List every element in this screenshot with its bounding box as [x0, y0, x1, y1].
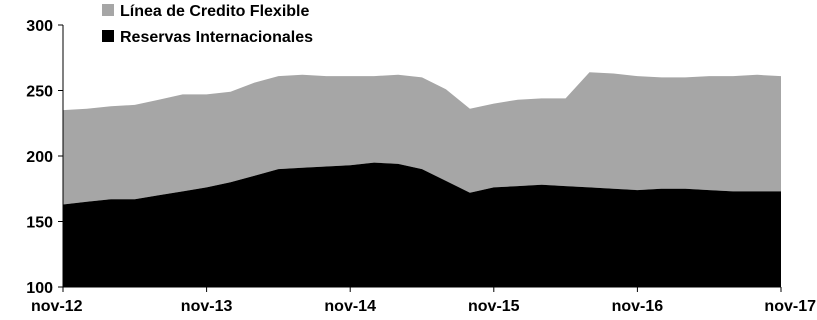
- area-linea-de-credito-flexible: [63, 72, 781, 205]
- x-tick-label: nov-15: [468, 298, 520, 315]
- legend-swatch-linea-de-credito-flexible: [102, 4, 114, 16]
- y-tick-label: 200: [26, 149, 53, 166]
- x-tick-label: nov-16: [612, 298, 664, 315]
- x-tick-label: nov-13: [181, 298, 233, 315]
- area-reservas-internacionales: [63, 162, 781, 287]
- legend-label-linea-de-credito-flexible: Línea de Credito Flexible: [120, 3, 309, 20]
- y-tick-label: 250: [26, 84, 53, 101]
- legend-swatch-reservas-internacionales: [102, 30, 114, 42]
- x-tick-label: nov-17: [764, 298, 816, 315]
- legend-label-reservas-internacionales: Reservas Internacionales: [120, 29, 313, 46]
- axes-group: 100 150 200 250 300 nov-12 nov-13 nov-14 nov-15 n…: [26, 18, 816, 315]
- y-tick-label: 150: [26, 215, 53, 232]
- y-tick-label: 100: [26, 280, 53, 297]
- areas-group: [63, 72, 781, 287]
- y-tick-label: 300: [26, 18, 53, 35]
- x-tick-label: nov-14: [324, 298, 376, 315]
- x-tick-label: nov-12: [31, 298, 83, 315]
- legend: Línea de Credito Flexible Reservas Intern…: [102, 3, 313, 46]
